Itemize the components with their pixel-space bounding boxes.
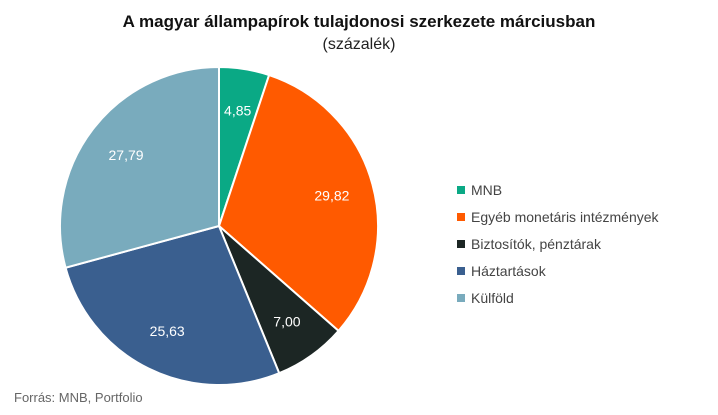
legend-swatch bbox=[457, 293, 465, 302]
legend-label: Egyéb monetáris intézmények bbox=[471, 208, 659, 225]
pie-slice bbox=[64, 224, 281, 386]
legend-item: MNB bbox=[457, 176, 659, 203]
legend-item: Biztosítók, pénztárak bbox=[457, 230, 659, 257]
pie-slice bbox=[59, 65, 220, 269]
chart-legend: MNB Egyéb monetáris intézmények Biztosítók… bbox=[457, 176, 659, 311]
chart-subtitle: (százalék) bbox=[322, 36, 396, 53]
legend-item: Külföld bbox=[457, 284, 659, 311]
slice-data-label: 25,63 bbox=[150, 323, 185, 339]
legend-swatch bbox=[457, 266, 465, 275]
legend-label: MNB bbox=[471, 181, 503, 198]
chart-title: A magyar állampapírok tulajdonosi szerke… bbox=[122, 12, 596, 31]
slice-data-label: 7,00 bbox=[273, 313, 300, 329]
legend-label: Biztosítók, pénztárak bbox=[471, 235, 601, 252]
slice-data-label: 29,82 bbox=[314, 187, 349, 203]
legend-item: Egyéb monetáris intézmények bbox=[457, 203, 659, 230]
slice-data-label: 27,79 bbox=[109, 147, 144, 163]
legend-swatch bbox=[457, 239, 465, 248]
slice-data-label: 4,85 bbox=[224, 102, 251, 118]
legend-swatch bbox=[457, 212, 465, 221]
legend-swatch bbox=[457, 185, 465, 194]
source-note: Forrás: MNB, Portfolio bbox=[14, 390, 143, 405]
legend-item: Háztartások bbox=[457, 257, 659, 284]
legend-label: Háztartások bbox=[471, 262, 546, 279]
legend-label: Külföld bbox=[471, 289, 514, 306]
pie-slice bbox=[217, 73, 379, 333]
